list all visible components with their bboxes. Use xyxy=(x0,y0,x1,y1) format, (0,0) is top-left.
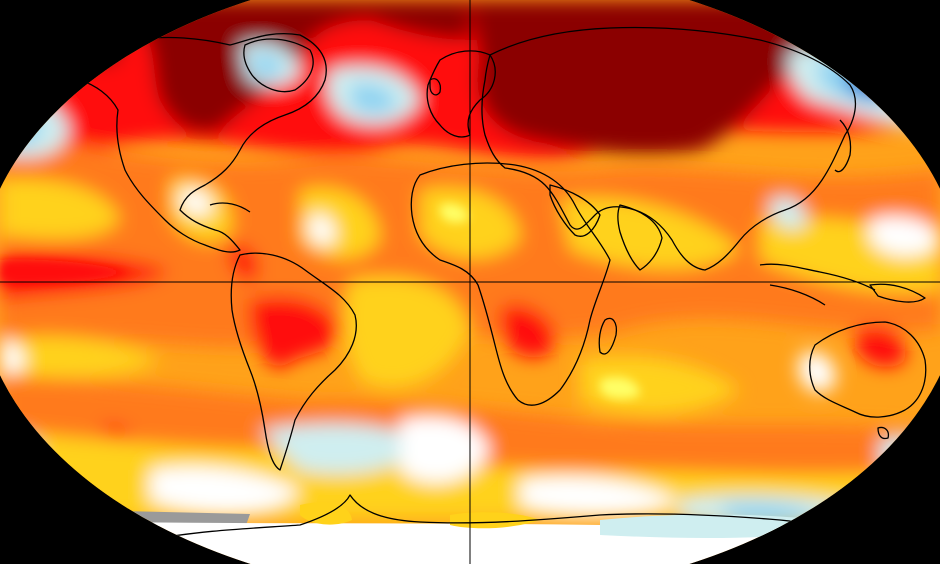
coastlines xyxy=(39,26,937,541)
coastline-arabia xyxy=(549,184,601,237)
coastline-new-guinea xyxy=(869,283,926,303)
coastline-africa xyxy=(410,162,611,406)
coastline-uk xyxy=(429,78,442,96)
coastline-caribbean xyxy=(209,202,251,213)
coastline-japan xyxy=(834,119,852,173)
coastline-greenland xyxy=(243,38,314,93)
anomaly-accents xyxy=(0,81,883,400)
coastline-australia xyxy=(809,321,927,418)
coastline-tasmania xyxy=(877,426,890,440)
coastline-north-america xyxy=(39,33,327,253)
antarctic-warm-patch xyxy=(300,502,352,525)
coastline-asia xyxy=(481,26,857,271)
coastline-india xyxy=(617,204,663,271)
coastline-indonesia xyxy=(759,263,876,306)
coastline-antarctica xyxy=(149,494,871,541)
coastline-south-america xyxy=(230,252,357,471)
antarctic-warm-patch-2 xyxy=(450,512,540,529)
coastline-madagascar xyxy=(598,317,618,355)
